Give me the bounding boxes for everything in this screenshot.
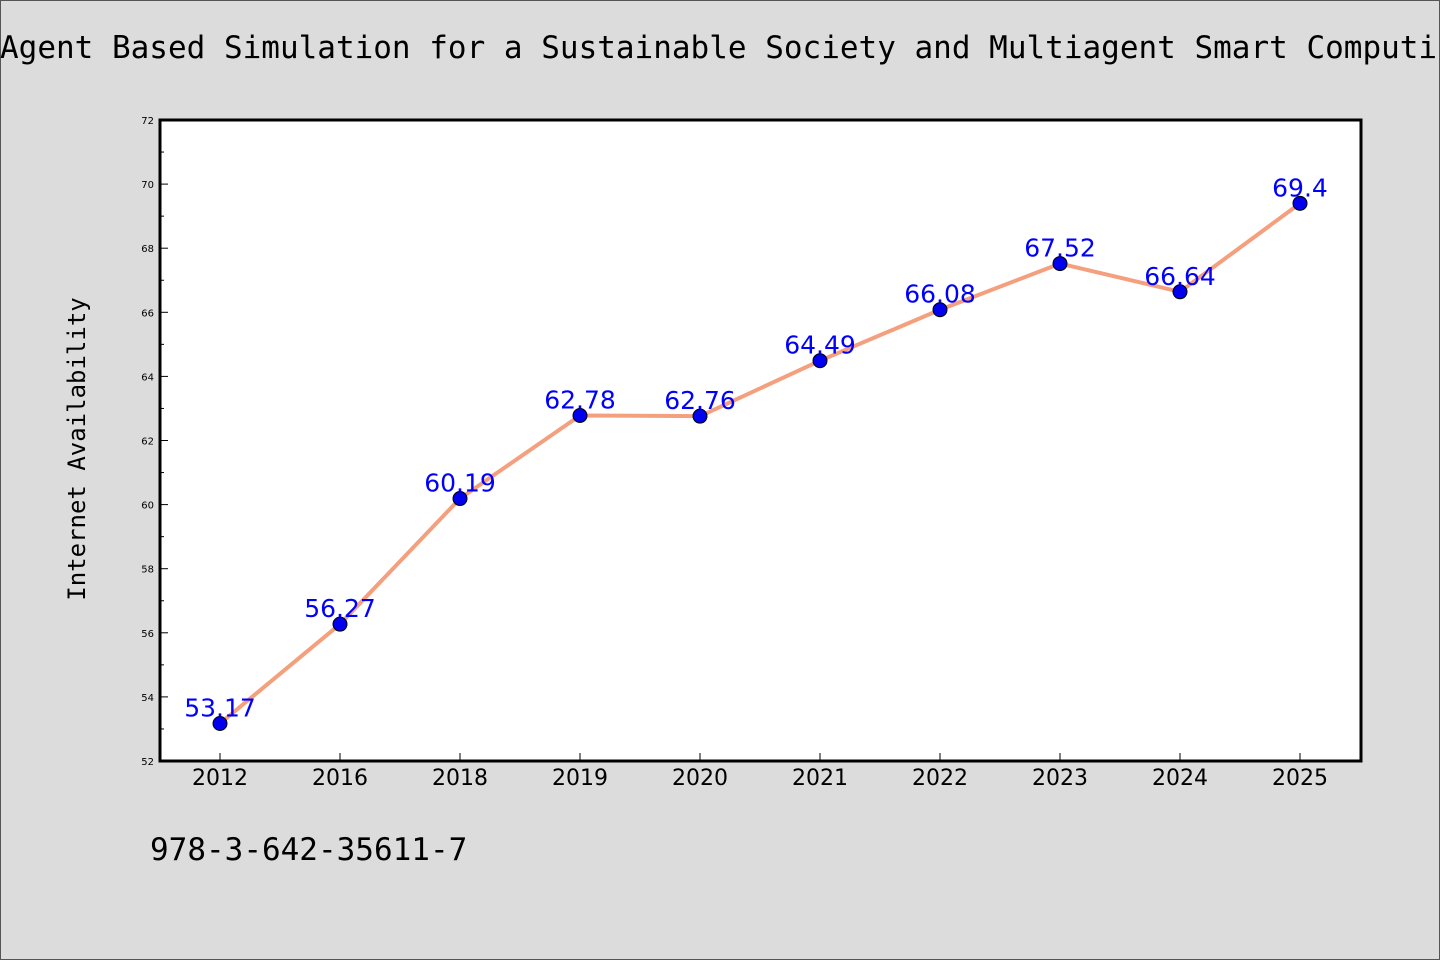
data-label: 67.52 xyxy=(1024,234,1096,263)
y-tick-label: 72 xyxy=(141,116,154,127)
y-tick-label: 64 xyxy=(141,372,154,383)
y-axis-label: Internet Availability xyxy=(63,297,91,600)
data-label: 62.78 xyxy=(544,386,616,415)
data-label: 56.27 xyxy=(304,594,376,623)
plot-area xyxy=(158,118,1363,763)
x-axis: 2012 2016 2018 2019 2020 2021 2022 2023 2024 2025 xyxy=(192,753,1328,791)
data-label: 64.49 xyxy=(784,331,856,360)
data-point-marker xyxy=(1052,256,1068,272)
y-tick-label: 70 xyxy=(141,180,154,191)
y-tick-label: 52 xyxy=(141,757,154,768)
y-tick-label: 66 xyxy=(141,308,154,319)
chart-title: Agent Based Simulation for a Sustainable… xyxy=(0,30,1440,66)
series-layer: 53.17 56.27 60.19 62.78 62.76 64.49 66.08 67.52… xyxy=(184,173,1328,732)
x-tick-label: 2022 xyxy=(912,766,968,791)
y-tick-label: 56 xyxy=(141,629,154,640)
data-point-marker xyxy=(812,353,828,369)
x-tick-label: 2019 xyxy=(552,766,608,791)
data-point-marker xyxy=(692,408,708,424)
x-tick-label: 2023 xyxy=(1032,766,1088,791)
y-tick-label: 62 xyxy=(141,437,154,448)
isbn-footnote: 978-3-642-35611-7 xyxy=(150,832,468,868)
data-point-marker xyxy=(572,408,588,424)
x-tick-label: 2016 xyxy=(312,766,368,791)
data-label: 69.4 xyxy=(1272,173,1328,202)
y-tick-label: 54 xyxy=(141,693,154,704)
data-point-marker xyxy=(1172,284,1188,300)
y-tick-label: 68 xyxy=(141,244,154,255)
x-tick-label: 2012 xyxy=(192,766,248,791)
y-tick-label: 58 xyxy=(141,565,154,576)
x-tick-label: 2021 xyxy=(792,766,848,791)
data-point-marker xyxy=(332,616,348,632)
data-point-marker xyxy=(212,716,228,732)
data-point-marker xyxy=(932,302,948,318)
y-axis: 52 54 56 58 60 62 64 66 68 70 72 xyxy=(141,116,168,768)
y-tick-label: 60 xyxy=(141,501,154,512)
x-tick-label: 2018 xyxy=(432,766,488,791)
data-label: 66.08 xyxy=(904,280,976,309)
series-line xyxy=(218,201,1302,726)
x-tick-label: 2020 xyxy=(672,766,728,791)
data-label: 66.64 xyxy=(1144,262,1216,291)
data-label: 60.19 xyxy=(424,469,496,498)
x-tick-label: 2025 xyxy=(1272,766,1328,791)
data-label: 62.76 xyxy=(664,386,736,415)
data-point-marker xyxy=(1292,195,1308,211)
x-tick-label: 2024 xyxy=(1152,766,1208,791)
data-label: 53.17 xyxy=(184,694,256,723)
data-point-marker xyxy=(452,491,468,507)
